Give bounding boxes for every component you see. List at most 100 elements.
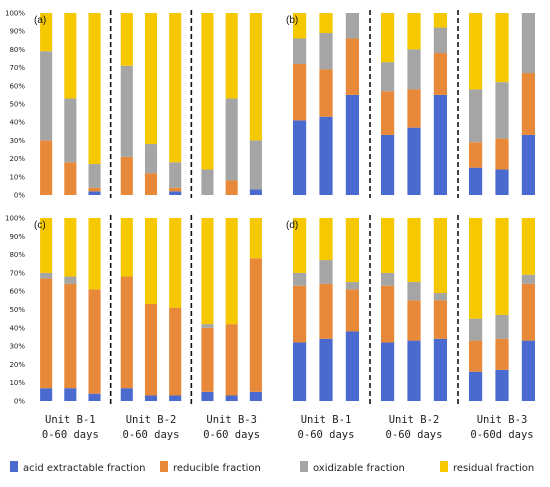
bar-segment [381, 13, 395, 63]
bar-segment [144, 304, 158, 396]
bar-segment [319, 69, 333, 117]
bar-segment [381, 272, 395, 286]
bar-segment [433, 293, 447, 301]
bar-segment [381, 285, 395, 343]
bar-segment [88, 191, 101, 195]
y-tick-label: 20% [9, 361, 25, 369]
bar-segment [88, 187, 101, 192]
bar-segment [345, 13, 359, 39]
group-label-unit: Unit B-2 [126, 414, 177, 426]
bar-segment [319, 218, 333, 261]
y-tick-label: 0% [14, 398, 25, 406]
group-label-unit: Unit B-3 [206, 414, 257, 426]
bar-segment [169, 13, 182, 163]
panel-label: (a) [34, 15, 46, 26]
legend-label: residual fraction [453, 463, 534, 474]
y-tick-label: 0% [14, 192, 25, 200]
bar-segment [293, 13, 307, 39]
bar-segment [319, 13, 333, 34]
bar-segment [469, 13, 483, 90]
bar-segment [319, 33, 333, 70]
bar-segment [169, 191, 182, 195]
bar-segment [345, 94, 359, 195]
y-tick-label: 70% [9, 64, 25, 72]
bar-segment [144, 144, 158, 174]
group-label-unit: Unit B-1 [301, 414, 352, 426]
bar-segment [319, 260, 333, 284]
bar-segment [225, 324, 238, 396]
bar-segment [120, 218, 133, 277]
bar-segment [249, 258, 262, 392]
bar-segment [433, 338, 447, 401]
y-tick-label: 80% [9, 46, 25, 54]
y-tick-label: 60% [9, 288, 25, 296]
bar-segment [293, 63, 307, 121]
bar-segment [345, 331, 359, 401]
y-tick-label: 90% [9, 233, 25, 241]
bar-segment [345, 38, 359, 95]
bar-segment [225, 218, 238, 325]
bar-segment [64, 162, 77, 195]
bar-segment [225, 395, 238, 401]
bar-segment [201, 391, 214, 401]
bar-segment [144, 395, 158, 401]
bar-segment [495, 13, 509, 83]
bar-segment [407, 218, 421, 283]
bar-segment [40, 278, 53, 389]
bar-segment [407, 13, 421, 50]
bar-segment [469, 218, 483, 319]
y-tick-label: 30% [9, 137, 25, 145]
y-tick-label: 100% [5, 10, 25, 18]
bar-segment [495, 82, 509, 139]
bar-segment [469, 371, 483, 401]
bar-segment [521, 73, 535, 135]
panel-label: (d) [286, 220, 298, 231]
bar-segment [249, 140, 262, 190]
bar-segment [433, 218, 447, 294]
bar-segment [144, 218, 158, 305]
bar-segment [521, 134, 535, 195]
bar-segment [293, 272, 307, 286]
bar-segment [319, 283, 333, 339]
bar-segment [381, 91, 395, 135]
bar-segment [521, 283, 535, 341]
bar-segment [469, 340, 483, 372]
bar-segment [345, 282, 359, 290]
bar-segment [407, 49, 421, 90]
bar-segment [293, 120, 307, 195]
group-label-unit: Unit B-1 [45, 414, 96, 426]
bar-segment [201, 13, 214, 170]
bar-segment [407, 282, 421, 301]
bar-segment [495, 218, 509, 315]
bar-segment [407, 89, 421, 128]
bar-segment [495, 169, 509, 195]
bar-segment [201, 169, 214, 195]
bar-segment [120, 156, 133, 195]
bar-segment [433, 13, 447, 28]
bar-segment [293, 342, 307, 401]
bar-segment [521, 274, 535, 284]
bar-segment [381, 342, 395, 401]
bar-segment [40, 272, 53, 279]
bar-segment [345, 289, 359, 332]
bar-segment [381, 134, 395, 195]
y-tick-label: 50% [9, 101, 25, 109]
bar-segment [249, 391, 262, 401]
bar-segment [495, 138, 509, 170]
legend-label: reducible fraction [173, 463, 261, 474]
bar-segment [169, 162, 182, 188]
bar-segment [521, 340, 535, 401]
bar-segment [469, 89, 483, 143]
y-tick-label: 90% [9, 28, 25, 36]
y-tick-label: 40% [9, 324, 25, 332]
bar-segment [469, 167, 483, 195]
bar-segment [169, 395, 182, 401]
bar-segment [88, 393, 101, 401]
bar-segment [521, 218, 535, 275]
bar-segment [407, 340, 421, 401]
bar-segment [64, 276, 77, 284]
legend-swatch [300, 461, 308, 472]
bar-segment [381, 218, 395, 273]
bar-segment [64, 388, 77, 401]
group-label-days: 0-60 days [386, 429, 443, 441]
